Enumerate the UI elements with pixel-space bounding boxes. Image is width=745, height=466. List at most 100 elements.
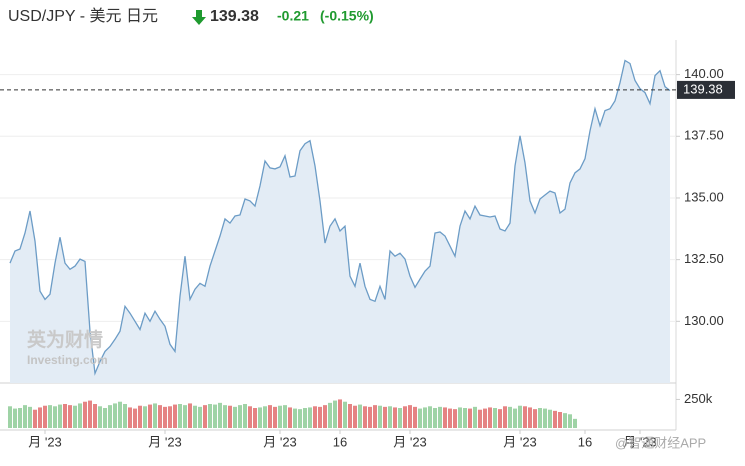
volume-bar	[538, 408, 542, 428]
volume-bar	[443, 407, 447, 428]
volume-bar	[58, 404, 62, 428]
volume-bar	[223, 405, 227, 428]
volume-bar	[13, 408, 17, 428]
volume-bar	[543, 408, 547, 428]
volume-bar	[423, 407, 427, 428]
volume-bar	[233, 406, 237, 428]
volume-bar	[118, 401, 122, 428]
volume-bar	[398, 408, 402, 428]
volume-bar	[158, 405, 162, 428]
volume-bar	[108, 405, 112, 428]
x-tick-label: 月 '23	[263, 434, 297, 449]
volume-bar	[168, 406, 172, 428]
volume-bar	[273, 406, 277, 428]
y-tick-label: 140.00	[684, 66, 724, 81]
volume-bar	[353, 405, 357, 428]
volume-bar	[473, 406, 477, 428]
volume-bar	[83, 401, 87, 428]
volume-bar	[328, 402, 332, 428]
volume-bar	[23, 405, 27, 428]
volume-bar	[373, 405, 377, 428]
volume-bar	[53, 406, 57, 428]
volume-bar	[503, 406, 507, 428]
volume-bar	[358, 404, 362, 428]
volume-bar	[463, 408, 467, 428]
volume-bar	[333, 400, 337, 428]
volume-bar	[153, 403, 157, 428]
volume-bar	[213, 404, 217, 428]
volume-bar	[143, 406, 147, 428]
volume-bar	[493, 408, 497, 428]
area-fill	[10, 60, 670, 383]
volume-bar	[368, 406, 372, 428]
volume-bar	[553, 410, 557, 428]
change-percent: (-0.15%)	[320, 8, 374, 24]
volume-bar	[253, 408, 257, 428]
volume-bar	[573, 418, 577, 428]
volume-tick-label: 250k	[684, 391, 713, 406]
volume-bar	[378, 405, 382, 428]
volume-bar	[323, 405, 327, 428]
price: 139.38	[210, 8, 259, 25]
volume-bar	[8, 406, 12, 428]
volume-bar	[138, 405, 142, 428]
volume-bar	[568, 414, 572, 428]
volume-bar	[388, 406, 392, 428]
volume-bar	[303, 408, 307, 428]
volume-bar	[68, 405, 72, 428]
volume-bar	[318, 406, 322, 428]
down-arrow	[192, 10, 206, 25]
volume-bar	[298, 409, 302, 428]
volume-bar	[308, 407, 312, 428]
volume-bar	[63, 404, 67, 428]
volume-bar	[203, 405, 207, 428]
volume-bar	[343, 401, 347, 428]
volume-bar	[28, 406, 32, 428]
volume-bar	[228, 405, 232, 428]
volume-bar	[73, 405, 77, 428]
volume-bar	[88, 400, 92, 428]
volume-bar	[123, 404, 127, 428]
volume-bar	[218, 402, 222, 428]
x-tick-label: 月 '23	[148, 434, 182, 449]
volume-bar	[563, 413, 567, 428]
volume-bar	[433, 408, 437, 428]
volume-bar	[178, 404, 182, 428]
volume-bar	[438, 406, 442, 428]
volume-bar	[523, 406, 527, 428]
volume-bar	[48, 405, 52, 428]
volume-bar	[483, 408, 487, 428]
volume-bar	[418, 408, 422, 428]
volume-bar	[533, 409, 537, 428]
volume-bar	[498, 409, 502, 428]
volume-bar	[248, 406, 252, 428]
change: -0.21	[277, 8, 309, 24]
volume-bar	[293, 408, 297, 428]
volume-bar	[508, 406, 512, 428]
volume-bar	[193, 405, 197, 428]
volume-bar	[93, 404, 97, 428]
volume-bar	[103, 408, 107, 428]
price-line	[9, 59, 671, 376]
x-tick-label: 月 '23	[503, 434, 537, 449]
volume-bar	[428, 406, 432, 428]
volume-bar	[38, 407, 42, 428]
volume-bar	[188, 403, 192, 428]
volume-bar	[268, 405, 272, 428]
x-tick-label: 16	[333, 434, 347, 449]
y-tick-label: 132.50	[684, 251, 724, 266]
volume-bar	[288, 407, 292, 428]
y-tick-label: 137.50	[684, 128, 724, 143]
volume-bar	[238, 405, 242, 428]
volume-bar	[408, 405, 412, 428]
volume-bar	[243, 404, 247, 428]
volume-bar	[393, 407, 397, 428]
volume-bar	[278, 405, 282, 428]
watermark: 英为财情	[27, 328, 103, 351]
volume-bar	[513, 408, 517, 428]
volume-bar	[453, 409, 457, 428]
volume-bar	[283, 405, 287, 428]
x-tick-label: 16	[578, 434, 592, 449]
volume-bar	[163, 406, 167, 428]
